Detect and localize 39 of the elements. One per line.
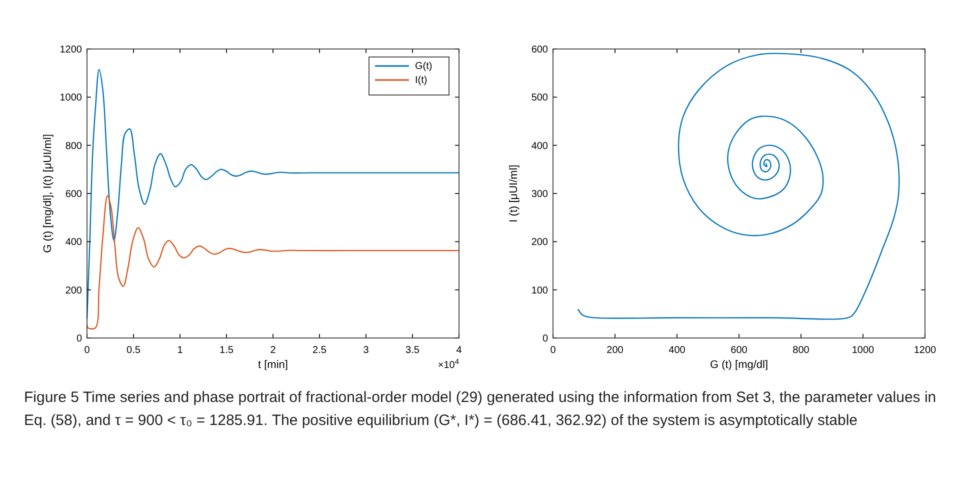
- x-tick-label: 1.5: [220, 345, 234, 356]
- x-tick-label: 3: [363, 345, 370, 356]
- y-tick-label: 200: [531, 237, 548, 248]
- x-tick-label: 1: [177, 345, 184, 356]
- caption: Figure 5 Time series and phase portrait of fractional-order model (29) generated using the information from Set 3, the parameter values in Eq. (58), and τ = 900 < τ₀ = 1285.91. The positive equilibrium (G*, I*) = (686.41, 362.92) of the system is asymptotically stable: [24, 388, 937, 431]
- y-tick-label: 600: [65, 189, 82, 200]
- x-tick-label: 2: [270, 345, 276, 356]
- x-tick-label: 200: [606, 345, 624, 356]
- line-series: [86, 195, 460, 330]
- y-tick-label: 400: [65, 237, 82, 248]
- y-tick-label: 600: [531, 44, 548, 56]
- x-tick-label: 1200: [914, 345, 937, 356]
- x-tick-label: 0: [550, 345, 556, 356]
- text: ×10$^{4}$: [438, 356, 459, 371]
- y-tick-label: 200: [65, 285, 82, 296]
- x-tick-label: 600: [730, 345, 748, 356]
- y-tick-label: 500: [531, 92, 548, 104]
- y-tick-label: 0: [76, 334, 82, 344]
- x-tick-label: 4: [456, 345, 462, 356]
- x-tick-label: 400: [668, 345, 686, 356]
- y-tick-label: 1000: [60, 92, 82, 104]
- y-tick-label: 400: [531, 140, 548, 152]
- legend-label: I(t): [415, 75, 428, 86]
- y-tick-label: 800: [65, 140, 82, 152]
- y-tick-label: 0: [542, 334, 548, 344]
- x-tick-label: 2.5: [312, 345, 327, 356]
- x-tick-label: 3.5: [406, 345, 420, 356]
- y-tick-label: 300: [531, 189, 548, 200]
- x-tick-label: 0: [84, 345, 90, 356]
- x-axis-title: t [min]: [258, 359, 288, 371]
- legend-label: G(t): [415, 61, 432, 72]
- x-tick-label: 800: [792, 345, 810, 356]
- y-tick-label: 100: [531, 285, 548, 296]
- y-axis-title: I (t) [μUI/ml]: [508, 164, 520, 222]
- x-axis-title: G (t) [mg/dl]: [710, 359, 768, 371]
- y-tick-label: 1200: [60, 44, 82, 56]
- y-axis-title: G (t) [mg/dl], I(t) [μUI/ml]: [42, 134, 54, 253]
- x-tick-label: 1000: [852, 345, 875, 356]
- x-tick-label: 0.5: [126, 345, 141, 356]
